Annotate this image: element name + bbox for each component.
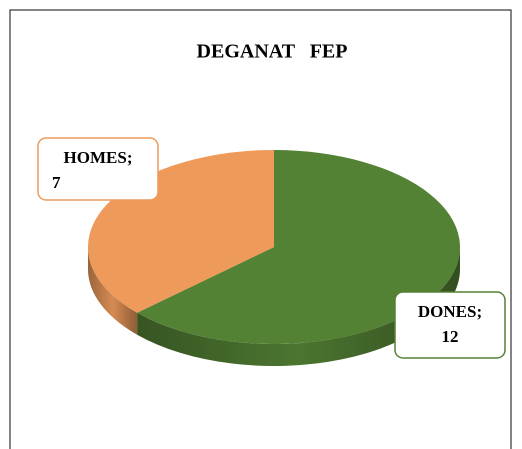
slice	[137, 150, 461, 366]
label-category: HOMES	[64, 148, 127, 167]
label-separator: ;	[476, 302, 482, 321]
label-separator: ;	[127, 148, 133, 167]
slice-side-shade	[137, 247, 461, 366]
chart-title: DEGANAT FEP	[197, 41, 348, 63]
data-label-box	[394, 291, 506, 359]
data-label: HOMES;	[64, 148, 133, 167]
label-category: DONES	[418, 302, 477, 321]
data-label: DONES;	[418, 302, 482, 321]
data-label-value: 7	[52, 173, 61, 192]
slice-side-shade	[88, 247, 138, 335]
data-label-value: 12	[442, 327, 459, 346]
slice-top	[137, 150, 460, 344]
data-label-box	[37, 137, 159, 201]
